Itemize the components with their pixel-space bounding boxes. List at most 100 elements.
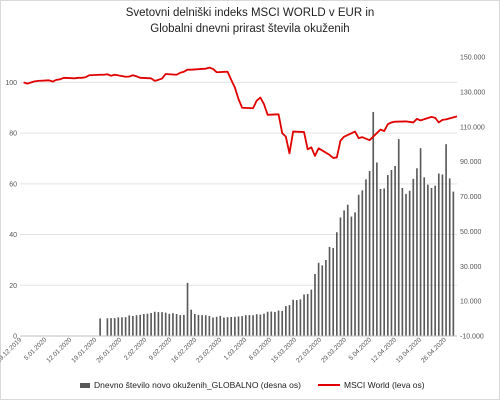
bar bbox=[336, 232, 338, 336]
x-tick-label: 19.01.2020 bbox=[70, 336, 98, 364]
bar bbox=[142, 314, 145, 336]
chart-title: Svetovni delniški indeks MSCI WORLD v EU… bbox=[0, 5, 500, 37]
right-axis-tick-label: 110.000 bbox=[460, 124, 485, 131]
left-axis-tick-label: 40 bbox=[9, 232, 17, 239]
bar bbox=[175, 314, 178, 336]
legend: Dnevno število novo okuženih_GLOBALNO (d… bbox=[0, 380, 500, 394]
right-axis-tick-label: 50.000 bbox=[460, 229, 482, 236]
legend-bar-label: Dnevno število novo okuženih_GLOBALNO (d… bbox=[94, 380, 301, 390]
x-tick-label: 23.02.2020 bbox=[195, 336, 223, 364]
left-axis-tick-label: 20 bbox=[9, 283, 17, 290]
bar bbox=[350, 216, 353, 336]
bar bbox=[303, 294, 305, 336]
bar bbox=[215, 316, 218, 336]
bar bbox=[321, 265, 324, 336]
x-tick-label: 2.02.2020 bbox=[123, 336, 149, 362]
legend-item-line: MSCI World (leva os) bbox=[318, 380, 425, 390]
bar bbox=[368, 171, 371, 336]
x-tick-label: 5.01.2020 bbox=[23, 336, 49, 362]
bar bbox=[266, 311, 269, 336]
bar bbox=[386, 175, 389, 336]
bar bbox=[241, 316, 243, 336]
left-axis-tick-label: 80 bbox=[9, 131, 17, 138]
bar bbox=[263, 313, 265, 336]
bar bbox=[394, 165, 396, 336]
bar bbox=[295, 300, 298, 336]
bar bbox=[405, 193, 407, 336]
chart-title-line-1: Svetovni delniški indeks MSCI WORLD v EU… bbox=[125, 7, 375, 19]
bar bbox=[390, 169, 393, 336]
bar bbox=[379, 189, 382, 336]
x-tick-label: 9.02.2020 bbox=[148, 336, 174, 362]
bar bbox=[445, 144, 447, 336]
bar bbox=[412, 178, 415, 336]
bar bbox=[310, 289, 313, 336]
legend-item-bars: Dnevno število novo okuženih_GLOBALNO (d… bbox=[80, 380, 301, 390]
bar bbox=[161, 312, 163, 336]
left-axis-tick-label: 0 bbox=[13, 334, 17, 341]
bar-series bbox=[99, 111, 455, 336]
bar bbox=[401, 187, 404, 336]
bar bbox=[281, 310, 284, 336]
bar bbox=[427, 184, 429, 336]
x-tick-label: 29.12.2019 bbox=[0, 336, 24, 364]
bar bbox=[135, 315, 138, 336]
bar bbox=[306, 293, 309, 336]
bar bbox=[106, 318, 109, 336]
legend-line-label: MSCI World (leva os) bbox=[344, 380, 425, 390]
bar bbox=[113, 318, 116, 336]
bar bbox=[434, 185, 436, 336]
x-tick-label: 29.03.2020 bbox=[320, 336, 348, 364]
bar bbox=[346, 204, 349, 336]
x-tick-label: 16.02.2020 bbox=[170, 336, 198, 364]
bar bbox=[332, 247, 335, 336]
bar bbox=[183, 314, 185, 336]
bar bbox=[244, 315, 247, 336]
bar bbox=[357, 194, 360, 336]
bar bbox=[419, 148, 422, 336]
bar bbox=[237, 316, 240, 336]
bar bbox=[204, 315, 207, 336]
bar bbox=[193, 314, 196, 336]
right-axis-tick-label: 90.000 bbox=[460, 159, 482, 166]
bar bbox=[121, 317, 123, 336]
legend-bar-swatch bbox=[80, 382, 90, 388]
right-axis-tick-label: -10.000 bbox=[460, 334, 484, 341]
bar bbox=[139, 314, 141, 336]
bar bbox=[153, 311, 156, 336]
msci-world-line bbox=[23, 66, 458, 159]
legend-line-swatch bbox=[318, 384, 340, 386]
bar bbox=[201, 315, 203, 336]
bar bbox=[252, 315, 254, 336]
bar bbox=[186, 282, 189, 336]
bar bbox=[230, 316, 233, 336]
x-tick-label: 8.03.2020 bbox=[248, 336, 274, 362]
bar bbox=[397, 139, 400, 336]
x-tick-label: 19.04.2020 bbox=[395, 336, 423, 364]
bar bbox=[128, 315, 131, 336]
bar bbox=[190, 309, 192, 336]
bar bbox=[212, 317, 214, 336]
bar bbox=[277, 310, 280, 336]
left-axis-tick-label: 100 bbox=[5, 80, 17, 87]
bar bbox=[408, 190, 411, 336]
bar bbox=[124, 317, 127, 336]
bar bbox=[234, 316, 236, 336]
bar bbox=[99, 318, 101, 336]
bar bbox=[339, 217, 342, 336]
bar bbox=[288, 305, 291, 336]
bar bbox=[226, 317, 229, 336]
bar bbox=[448, 178, 451, 336]
bar bbox=[365, 179, 367, 336]
right-axis-tick-label: 30.000 bbox=[460, 264, 482, 271]
right-axis-tick-label: 70.000 bbox=[460, 194, 482, 201]
bar bbox=[299, 299, 302, 336]
bar bbox=[376, 162, 378, 336]
right-axis-tick-label: 10.000 bbox=[460, 299, 482, 306]
bar bbox=[219, 315, 222, 336]
bar bbox=[110, 318, 112, 336]
bar bbox=[168, 313, 171, 336]
bar bbox=[361, 190, 364, 336]
bar bbox=[430, 187, 433, 336]
